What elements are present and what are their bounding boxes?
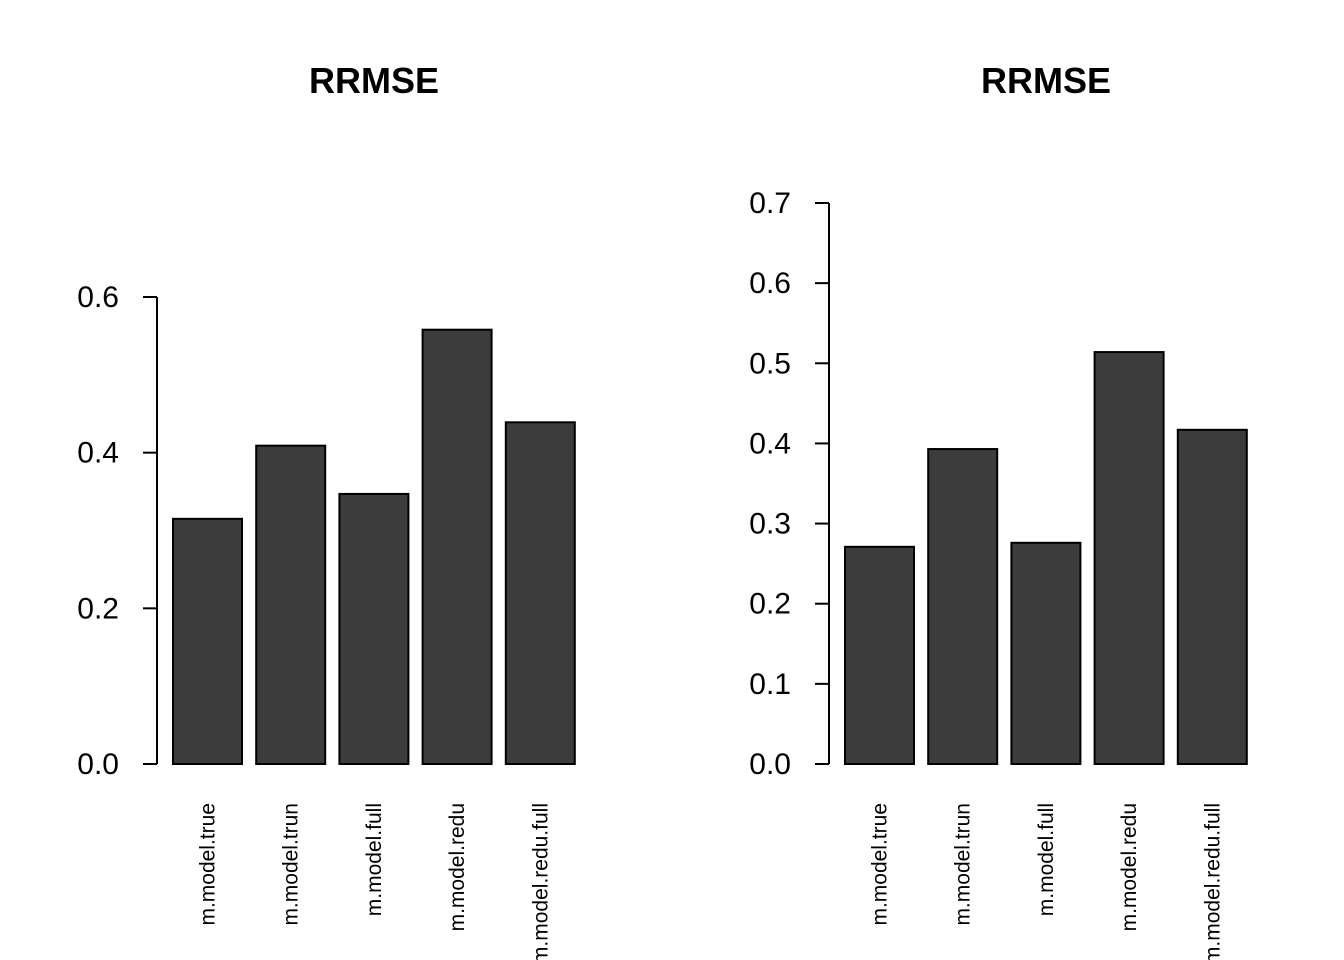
bar-2 [255, 444, 327, 765]
bar-4 [1093, 351, 1165, 765]
y-tick-label: 0.1 [749, 668, 791, 701]
bar-3 [338, 492, 410, 765]
y-tick-label: 0.4 [749, 427, 791, 460]
bar-4 [421, 328, 493, 765]
x-category-label: m.model.full [1035, 803, 1058, 916]
chart-title: RRMSE [309, 60, 439, 101]
x-category-label: m.model.trun [280, 803, 303, 926]
y-tick-label: 0.5 [749, 347, 791, 380]
chart-title: RRMSE [981, 60, 1111, 101]
x-category-label: m.model.true [869, 803, 892, 926]
x-category-label: m.model.trun [952, 803, 975, 926]
bar-1 [172, 517, 243, 766]
y-tick-label: 0.2 [749, 588, 791, 621]
bar-5 [504, 421, 576, 765]
x-category-label: m.model.redu.full [529, 803, 552, 960]
x-category-label: m.model.redu [1118, 803, 1141, 931]
y-tick-label: 0.3 [749, 508, 791, 541]
y-tick-label: 0.4 [77, 437, 119, 470]
y-tick-label: 0.6 [749, 267, 791, 300]
x-category-label: m.model.true [197, 803, 220, 926]
bar-5 [1176, 428, 1248, 765]
chart-panel-left: RRMSE 0.0 0.2 0.4 0.6 m.model.true m.model.tr… [77, 60, 576, 960]
y-tick-label: 0.6 [77, 281, 119, 314]
x-category-label: m.model.redu [446, 803, 469, 931]
x-category-label: m.model.redu.full [1201, 803, 1224, 960]
y-tick-label: 0.2 [77, 592, 119, 625]
bar-1 [844, 545, 915, 766]
x-category-label: m.model.full [363, 803, 386, 916]
y-tick-label: 0.0 [77, 748, 119, 781]
chart-panel-right: RRMSE 0.0 0.1 0.2 0.3 0.4 0.5 0.6 0.7 m.model.tr… [749, 60, 1248, 960]
bar-2 [927, 448, 999, 765]
y-tick-label: 0.7 [749, 187, 791, 220]
y-tick-label: 0.0 [749, 748, 791, 781]
bar-3 [1010, 541, 1082, 766]
